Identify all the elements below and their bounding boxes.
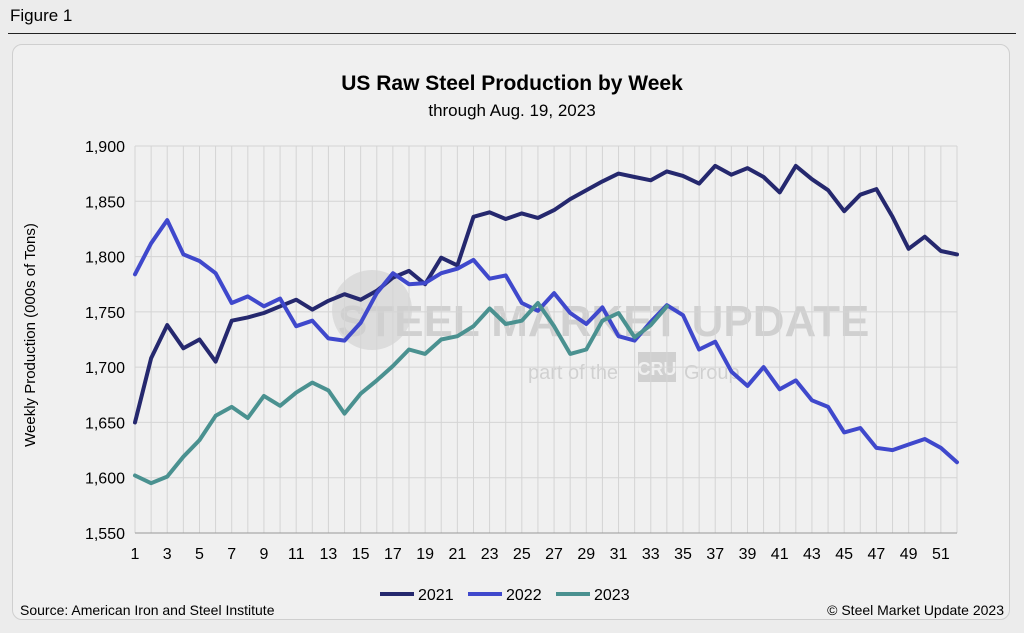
series-line-2021 [133,163,959,425]
x-tick-label: 43 [803,546,821,563]
chart-title: US Raw Steel Production by Week [341,72,683,95]
series-line-2023 [133,301,669,486]
x-tick-label: 11 [288,546,305,563]
copyright-text: © Steel Market Update 2023 [827,602,1004,618]
chart-subtitle: through Aug. 19, 2023 [428,101,595,120]
watermark: STEEL MARKET UPDATE part of the CRU Grou… [332,270,869,384]
x-tick-label: 15 [352,546,370,563]
legend-label-2021: 2021 [418,587,454,604]
series-line-2022 [133,218,959,465]
x-tick-label: 9 [259,546,268,563]
y-tick-labels: 1,550 1,600 1,650 1,700 1,750 1,800 1,850 1,900 [85,139,125,543]
x-tick-label: 45 [835,546,853,563]
y-tick-label: 1,600 [85,471,125,488]
y-tick-label: 1,800 [85,250,125,267]
x-tick-label: 19 [416,546,434,563]
x-tick-label: 49 [900,546,918,563]
x-tick-label: 5 [195,546,204,563]
x-tick-label: 17 [384,546,402,563]
watermark-line2b: CRU [638,359,677,379]
y-axis-label: Weekly Production (000s of Tons) [22,223,39,447]
x-tick-label: 51 [932,546,950,563]
y-tick-label: 1,550 [85,526,125,543]
x-tick-label: 21 [448,546,466,563]
x-tick-label: 47 [868,546,886,563]
x-tick-label: 1 [131,546,140,563]
y-tick-label: 1,900 [85,139,125,156]
series-lines [133,163,959,486]
x-tick-label: 13 [320,546,338,563]
y-tick-label: 1,850 [85,194,125,211]
legend-label-2022: 2022 [506,587,542,604]
x-tick-label: 37 [706,546,724,563]
x-tick-label: 33 [642,546,660,563]
figure-divider [8,33,1016,34]
source-text: Source: American Iron and Steel Institut… [20,602,275,618]
x-tick-label: 29 [577,546,595,563]
y-tick-label: 1,750 [85,305,125,322]
x-tick-label: 25 [513,546,531,563]
x-tick-label: 39 [739,546,757,563]
x-tick-label: 27 [545,546,563,563]
x-tick-label: 31 [610,546,628,563]
x-tick-labels: 1 3 5 7 9 11 13 15 17 19 21 23 25 27 29 31 33 35 37 39 41 43 4… [131,546,950,563]
x-tick-label: 35 [674,546,692,563]
legend-label-2023: 2023 [594,587,630,604]
watermark-line2a: part of the [528,362,618,384]
legend: 2021 2022 2023 [380,587,630,604]
y-tick-label: 1,700 [85,360,125,377]
x-tick-label: 3 [163,546,172,563]
x-tick-label: 23 [481,546,499,563]
x-tick-label: 7 [227,546,236,563]
y-tick-label: 1,650 [85,415,125,432]
chart-frame [12,44,1010,620]
x-tick-label: 41 [771,546,789,563]
figure-label: Figure 1 [10,6,73,25]
